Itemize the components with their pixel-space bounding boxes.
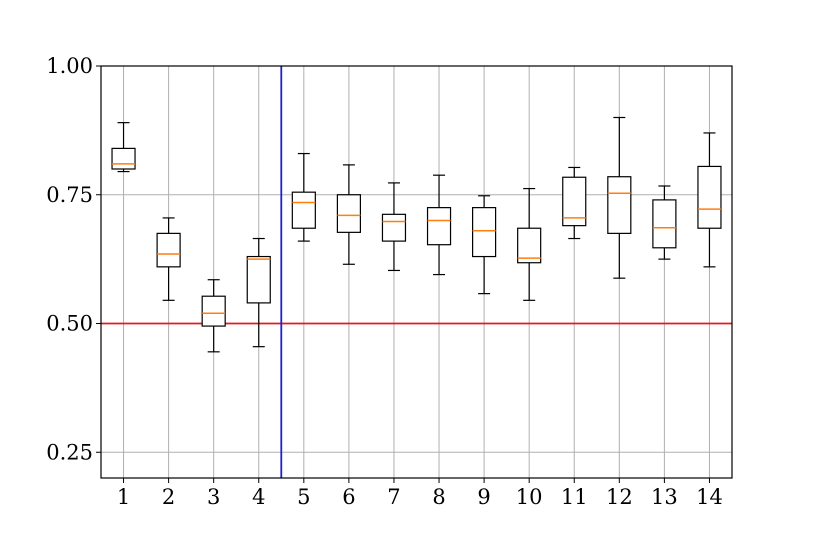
- box-12: [607, 116, 632, 279]
- x-tick-label-9: 9: [477, 485, 490, 509]
- box-iqr: [562, 176, 587, 227]
- y-tick-label-1.00: 1.00: [46, 54, 93, 78]
- x-tick-label-4: 4: [252, 485, 265, 509]
- x-tick-label-5: 5: [297, 485, 310, 509]
- box-10: [517, 187, 542, 301]
- box-11: [562, 166, 587, 240]
- box-8: [426, 174, 452, 276]
- box-5: [291, 152, 316, 242]
- box-iqr: [652, 199, 677, 249]
- x-tick-label-14: 14: [696, 485, 723, 509]
- plot-frame: [100, 65, 733, 479]
- x-tick-label-10: 10: [516, 485, 543, 509]
- y-axis-ticks: 0.25 0.50 0.75 1.00: [46, 54, 101, 464]
- grid-lines: [101, 65, 732, 478]
- box-iqr: [336, 194, 361, 233]
- y-tick-label-0.50: 0.50: [46, 312, 93, 336]
- box-2: [156, 217, 181, 301]
- reference-lines: [101, 66, 732, 478]
- x-tick-label-2: 2: [162, 485, 175, 509]
- x-tick-label-3: 3: [207, 485, 220, 509]
- x-tick-label-13: 13: [651, 485, 678, 509]
- box-iqr: [607, 176, 632, 234]
- y-tick-label-0.25: 0.25: [46, 440, 93, 464]
- box-iqr: [291, 191, 316, 229]
- x-tick-label-11: 11: [561, 485, 588, 509]
- x-tick-label-1: 1: [117, 485, 130, 509]
- x-axis-ticks: 1 2 3 4 5 6 7 8 9 10 11 12 13 14: [117, 478, 723, 509]
- box-9: [472, 195, 497, 295]
- y-tick-label-0.75: 0.75: [46, 183, 93, 207]
- box-iqr: [472, 207, 497, 258]
- x-tick-label-12: 12: [606, 485, 633, 509]
- box-iqr: [246, 255, 271, 304]
- box-iqr: [156, 232, 181, 268]
- box-iqr: [201, 295, 226, 327]
- box-3: [201, 279, 226, 353]
- box-iqr: [517, 227, 542, 264]
- box-7: [381, 182, 407, 272]
- box-iqr: [111, 147, 136, 170]
- box-14: [697, 132, 722, 268]
- box-iqr: [426, 207, 452, 246]
- box-iqr: [381, 213, 407, 242]
- box-4: [246, 237, 271, 348]
- box-iqr: [697, 165, 722, 229]
- boxes: [111, 116, 722, 353]
- x-tick-label-7: 7: [387, 485, 400, 509]
- box-6: [336, 164, 361, 265]
- box-1: [111, 122, 136, 173]
- box-13: [652, 185, 677, 260]
- x-tick-label-8: 8: [432, 485, 445, 509]
- x-tick-label-6: 6: [342, 485, 355, 509]
